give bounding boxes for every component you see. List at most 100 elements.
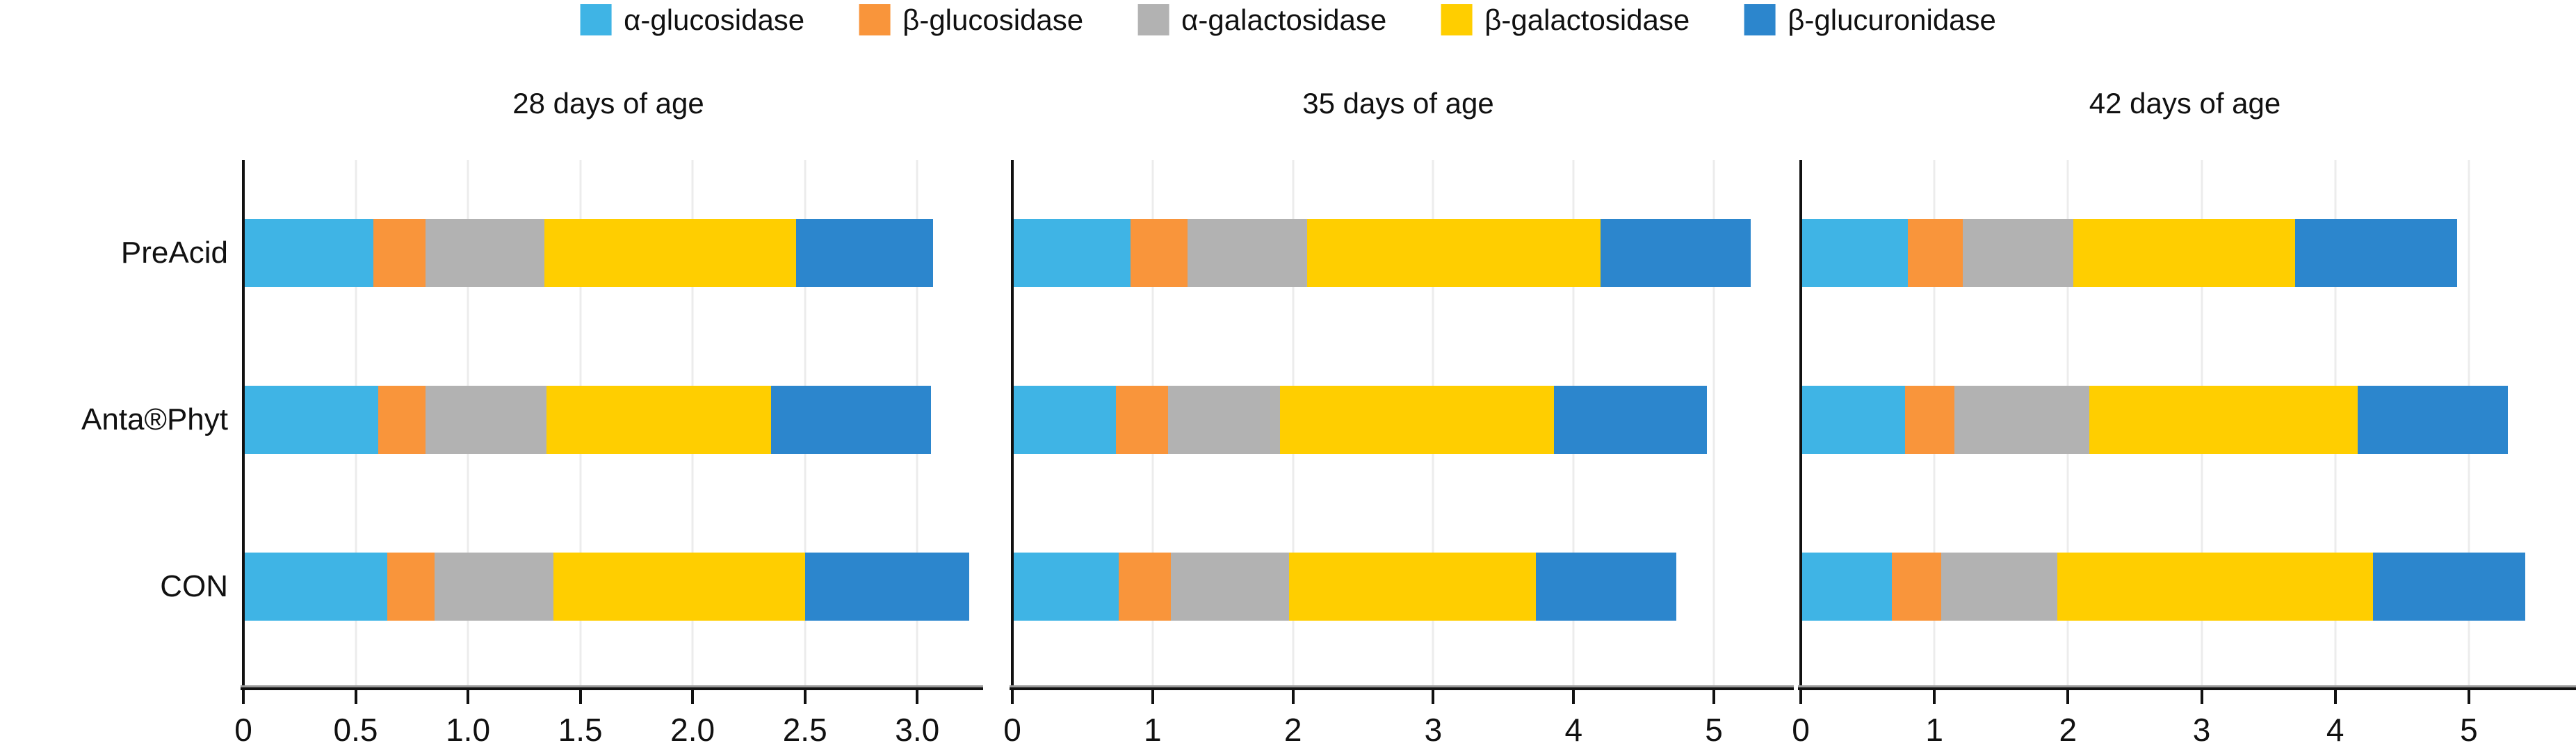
legend-swatch-icon <box>1744 4 1776 35</box>
bar-segment <box>378 386 426 454</box>
legend-item: β-galactosidase <box>1441 4 1690 35</box>
x-axis-tick <box>1572 690 1575 704</box>
bar-con <box>1012 553 1676 621</box>
bar-preacid <box>243 219 933 287</box>
x-axis-tick-label: 1.0 <box>446 712 491 743</box>
bar-segment <box>1188 219 1307 287</box>
x-axis-tick <box>1933 690 1936 704</box>
bar-segment <box>2295 219 2457 287</box>
bar-segment <box>1168 386 1281 454</box>
bar-segment <box>553 553 805 621</box>
y-axis-line <box>1011 160 1014 688</box>
x-axis-line <box>241 685 983 690</box>
bar-anta-phyt <box>1012 386 1707 454</box>
y-axis-line <box>242 160 245 688</box>
x-axis-tick <box>916 690 919 704</box>
x-axis-tick-label: 4 <box>2326 712 2344 743</box>
plot-area: 0 1 2 3 4 5 <box>1003 160 1794 743</box>
x-axis-tick-label: 0 <box>1003 712 1021 743</box>
bar-segment <box>1535 553 1676 621</box>
x-axis-tick-label: 0 <box>234 712 252 743</box>
bar-segment <box>1904 386 1954 454</box>
x-axis-tick <box>242 690 245 704</box>
panel-28-days: 28 days of age 0 0.5 1.0 1.5 2.0 2.5 3.0 <box>234 89 983 743</box>
bar-segment <box>434 553 553 621</box>
y-axis-line <box>1799 160 1802 688</box>
legend-swatch-icon <box>1137 4 1169 35</box>
legend-item-label: β-glucuronidase <box>1788 3 1996 36</box>
bar-preacid <box>1012 219 1751 287</box>
bar-segment <box>387 553 435 621</box>
bar-segment <box>2089 386 2358 454</box>
panel-title: 35 days of age <box>1302 87 1494 120</box>
x-axis-line <box>1010 685 1794 690</box>
x-axis-tick-label: 3 <box>1424 712 1443 743</box>
panel-42-days: 42 days of age 0 1 2 3 4 5 <box>1792 89 2576 743</box>
panel-title: 42 days of age <box>2089 87 2281 120</box>
bar-segment <box>1962 219 2074 287</box>
bar-con <box>243 553 969 621</box>
x-axis-tick <box>2333 690 2337 704</box>
bar-segment <box>1280 386 1555 454</box>
bar-segment <box>2057 553 2373 621</box>
legend-item: α-glucosidase <box>580 4 804 35</box>
bar-segment <box>425 219 544 287</box>
legend-swatch-icon <box>1441 4 1473 35</box>
bar-segment <box>804 553 969 621</box>
bar-con <box>1801 553 2525 621</box>
x-axis-tick-label: 2.0 <box>670 712 715 743</box>
x-axis-tick <box>578 690 582 704</box>
x-axis-tick <box>1432 690 1435 704</box>
bar-preacid <box>1801 219 2457 287</box>
bar-segment <box>1600 219 1751 287</box>
x-axis-tick <box>2467 690 2470 704</box>
bar-segment <box>243 386 378 454</box>
bar-segment <box>1116 386 1169 454</box>
bar-segment <box>1012 219 1131 287</box>
x-axis-tick-label: 4 <box>1564 712 1583 743</box>
bar-segment <box>1130 219 1188 287</box>
bar-anta-phyt <box>243 386 931 454</box>
x-axis-tick-label: 1 <box>1144 712 1162 743</box>
x-axis-tick <box>1799 690 1802 704</box>
x-axis-tick <box>1712 690 1716 704</box>
bar-segment <box>2358 386 2508 454</box>
bar-segment <box>243 553 387 621</box>
bar-segment <box>1941 553 2057 621</box>
x-axis-tick-label: 3.0 <box>895 712 940 743</box>
x-axis-tick <box>2200 690 2203 704</box>
x-axis-tick <box>803 690 807 704</box>
bar-segment <box>2073 219 2296 287</box>
plot-area: 0 1 2 3 4 5 <box>1792 160 2576 743</box>
legend-item-label: β-glucosidase <box>902 3 1084 36</box>
bar-segment <box>1801 553 1892 621</box>
x-axis-tick <box>691 690 695 704</box>
bar-segment <box>1801 219 1908 287</box>
bar-segment <box>1012 386 1117 454</box>
x-axis-line <box>1798 685 2576 690</box>
x-axis-tick-label: 0.5 <box>333 712 378 743</box>
bar-segment <box>1012 553 1119 621</box>
x-axis-tick-label: 1.5 <box>558 712 603 743</box>
legend-item: β-glucuronidase <box>1744 4 1996 35</box>
bar-segment <box>373 219 426 287</box>
bar-segment <box>2372 553 2525 621</box>
bar-segment <box>425 386 547 454</box>
x-axis-tick-label: 2.5 <box>782 712 827 743</box>
bar-segment <box>771 386 931 454</box>
panel-title: 28 days of age <box>512 87 704 120</box>
x-axis-tick <box>2066 690 2070 704</box>
x-axis-tick-label: 3 <box>2192 712 2211 743</box>
bar-segment <box>544 219 796 287</box>
gridline <box>1712 160 1715 687</box>
x-axis-tick <box>1151 690 1154 704</box>
plot-area: 0 0.5 1.0 1.5 2.0 2.5 3.0 <box>234 160 983 743</box>
legend-item-label: α-galactosidase <box>1181 3 1387 36</box>
x-axis-tick-label: 2 <box>1283 712 1302 743</box>
x-axis-tick-label: 2 <box>2059 712 2077 743</box>
legend-item-label: β-galactosidase <box>1484 3 1690 36</box>
x-axis-tick-label: 0 <box>1792 712 1810 743</box>
category-label-anta-phyt: Anta®Phyt <box>81 402 228 436</box>
bar-segment <box>1288 553 1536 621</box>
